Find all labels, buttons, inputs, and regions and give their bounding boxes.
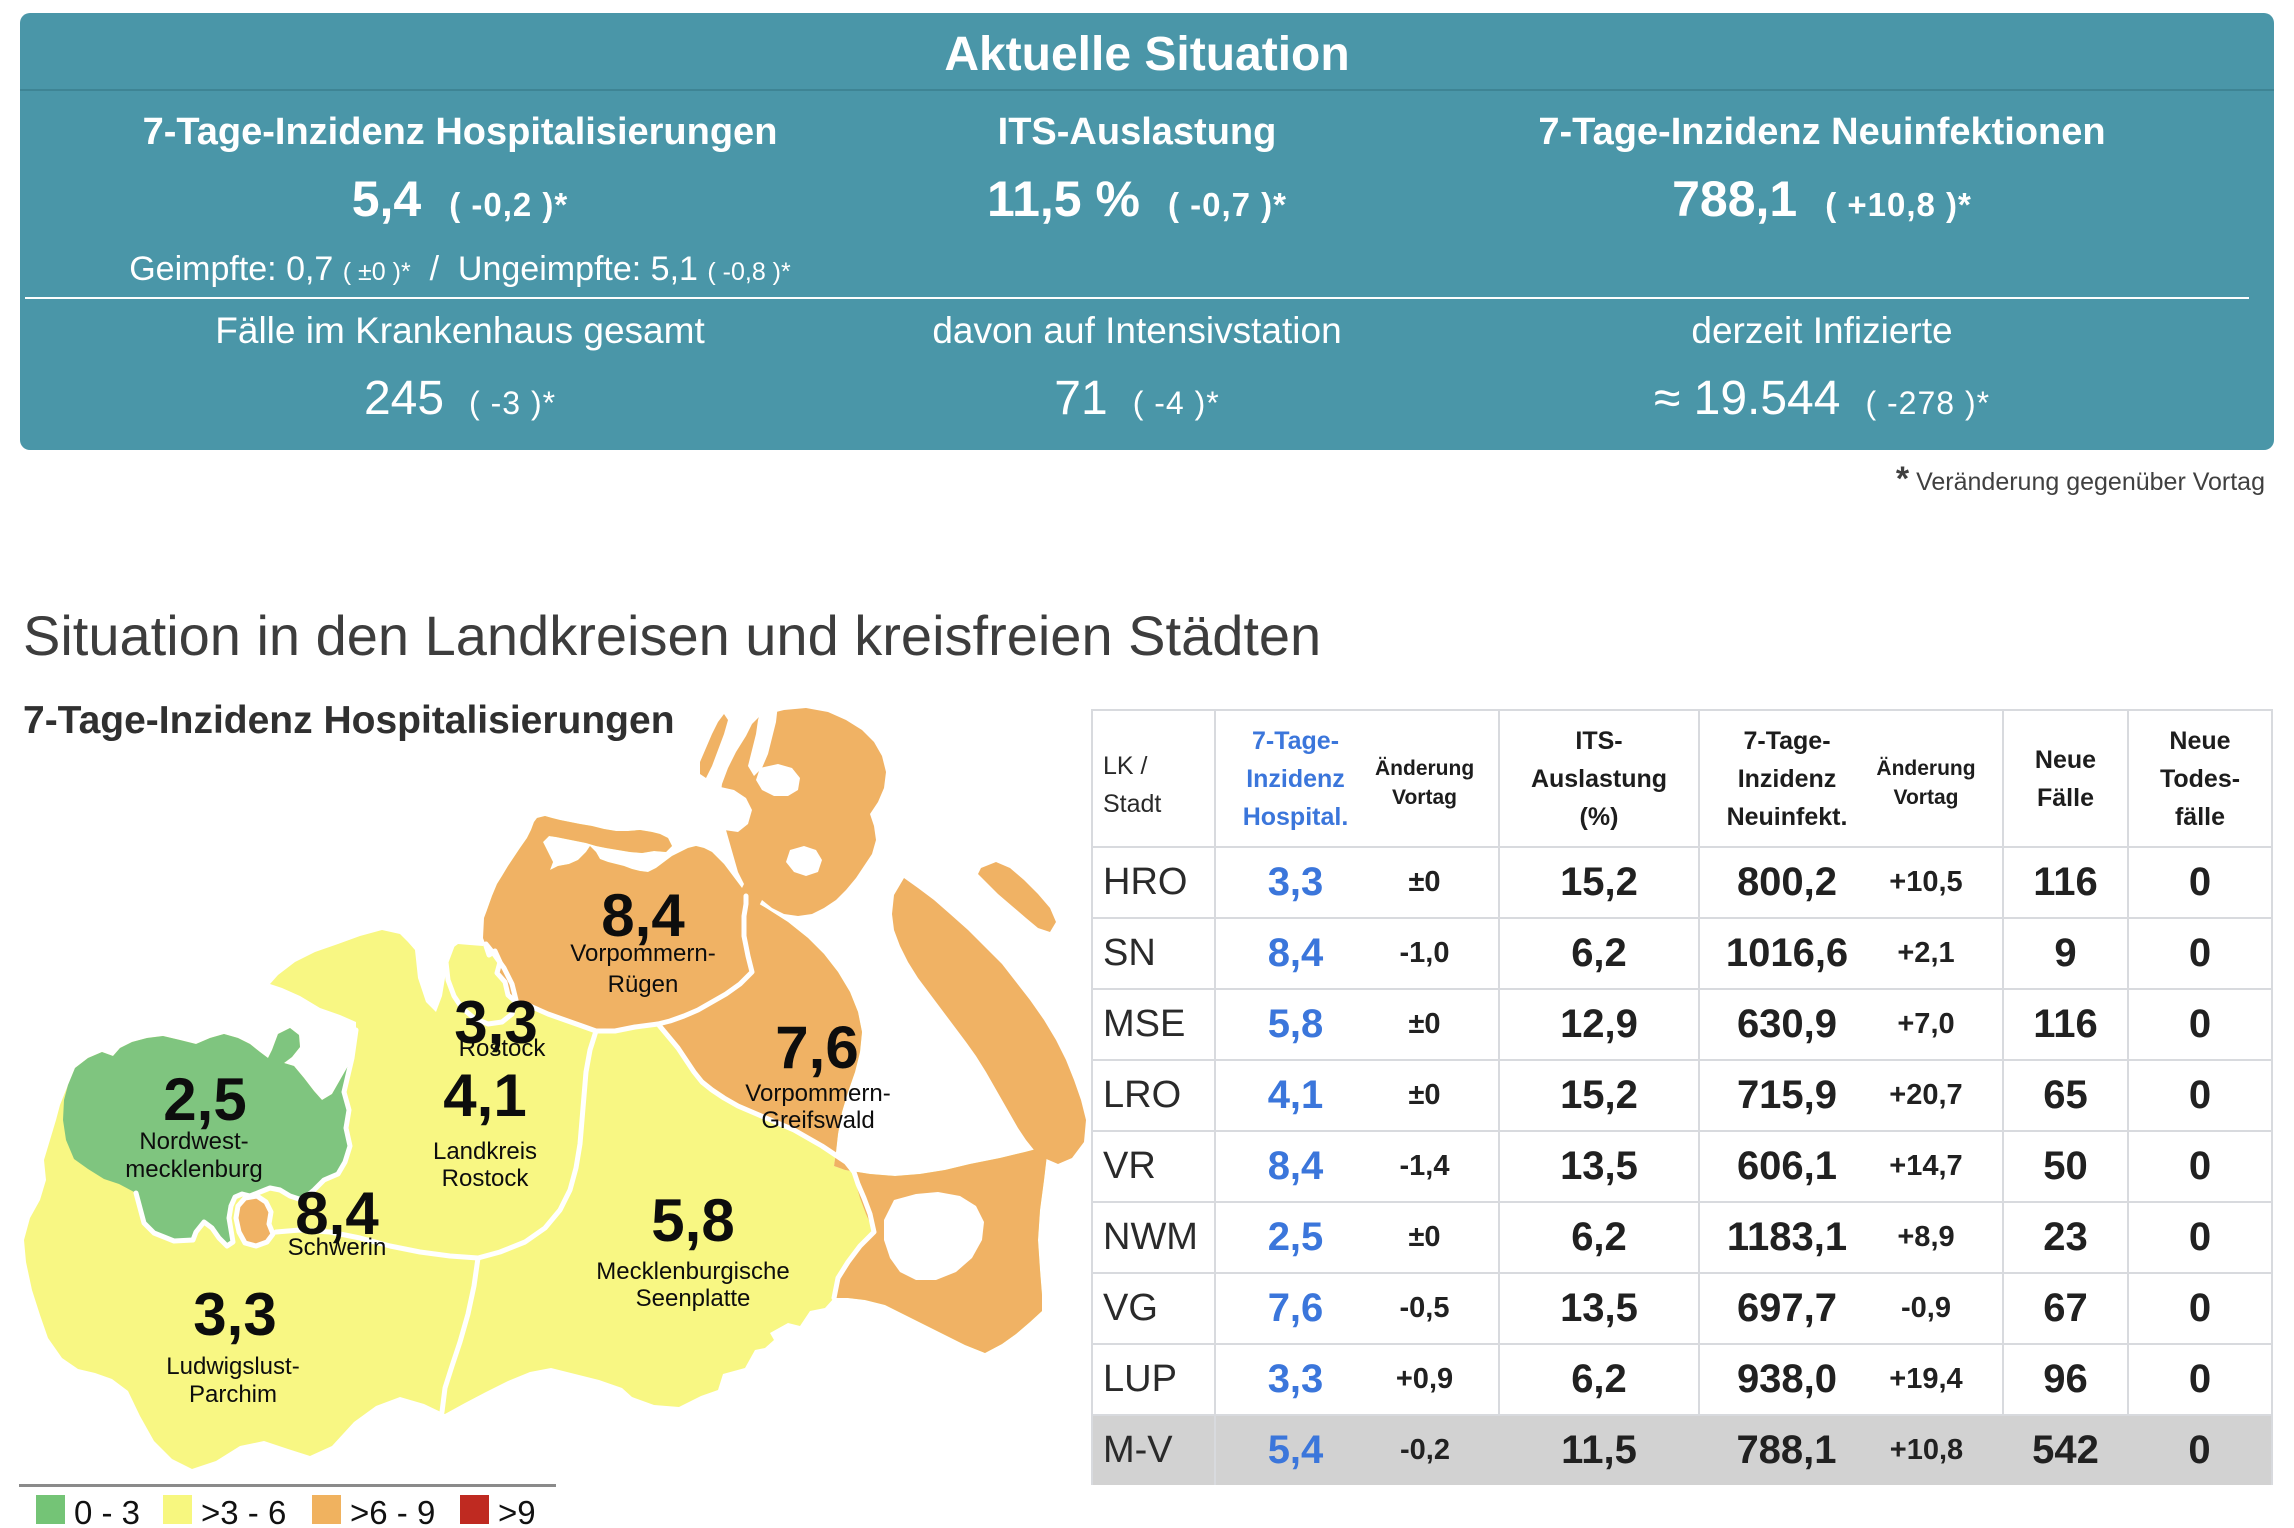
- svg-text:Ludwigslust-: Ludwigslust-: [166, 1353, 299, 1380]
- svg-text:5,8: 5,8: [651, 1187, 734, 1254]
- svg-text:Nordwest-: Nordwest-: [139, 1128, 248, 1155]
- svg-text:Mecklenburgische: Mecklenburgische: [596, 1258, 789, 1285]
- svg-text:8,4: 8,4: [295, 1180, 379, 1247]
- svg-text:Rostock: Rostock: [459, 1035, 547, 1062]
- svg-text:8,4: 8,4: [601, 882, 685, 949]
- svg-text:Vorpommern-: Vorpommern-: [570, 940, 715, 967]
- svg-text:Parchim: Parchim: [189, 1381, 277, 1408]
- svg-text:Schwerin: Schwerin: [288, 1234, 387, 1261]
- svg-text:Seenplatte: Seenplatte: [636, 1285, 751, 1312]
- svg-text:2,5: 2,5: [163, 1066, 246, 1133]
- svg-text:4,1: 4,1: [443, 1062, 526, 1129]
- svg-text:mecklenburg: mecklenburg: [125, 1156, 262, 1183]
- svg-text:7,6: 7,6: [775, 1014, 858, 1081]
- svg-text:Rostock: Rostock: [442, 1165, 530, 1192]
- svg-text:Rügen: Rügen: [608, 971, 679, 998]
- svg-text:3,3: 3,3: [193, 1281, 276, 1348]
- svg-text:Greifswald: Greifswald: [761, 1107, 874, 1134]
- svg-text:3,3: 3,3: [454, 989, 537, 1056]
- svg-text:Landkreis: Landkreis: [433, 1138, 537, 1165]
- svg-text:Vorpommern-: Vorpommern-: [745, 1080, 890, 1107]
